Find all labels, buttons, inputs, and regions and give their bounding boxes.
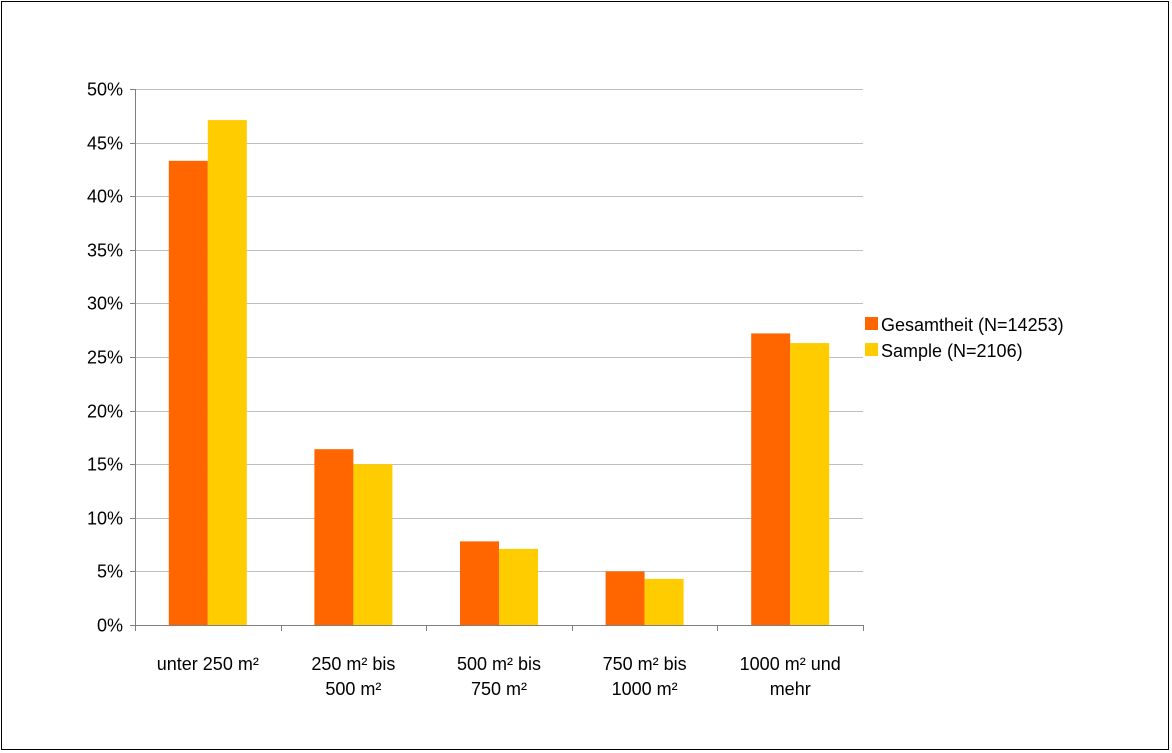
y-tick-label: 20% bbox=[87, 402, 123, 422]
y-tick-label: 10% bbox=[87, 509, 123, 529]
y-tick-label: 35% bbox=[87, 241, 123, 261]
legend-label-0: Gesamtheit (N=14253) bbox=[881, 315, 1064, 335]
axis-labels: 0% 5% 10% 15% 20% 25% 30% 35% 40% 45% 50% unter 250… bbox=[87, 80, 841, 700]
x-category-label: 250 m² bis bbox=[311, 654, 395, 674]
legend-swatch-1 bbox=[865, 343, 878, 356]
y-tick-label: 5% bbox=[97, 562, 123, 582]
x-category-label: 1000 m² bbox=[612, 679, 678, 699]
bars bbox=[168, 120, 830, 625]
legend-swatch-0 bbox=[865, 317, 878, 330]
bar-gesamtheit-0 bbox=[168, 160, 208, 625]
bar-gesamtheit-1 bbox=[314, 449, 354, 625]
gridlines bbox=[135, 89, 863, 572]
bar-sample-0 bbox=[207, 120, 247, 625]
axes bbox=[130, 89, 864, 631]
legend-label-1: Sample (N=2106) bbox=[881, 341, 1023, 361]
x-category-label: mehr bbox=[770, 679, 811, 699]
bar-sample-1 bbox=[353, 464, 393, 625]
legend: Gesamtheit (N=14253) Sample (N=2106) bbox=[865, 315, 1064, 361]
y-tick-label: 40% bbox=[87, 187, 123, 207]
y-tick-label: 50% bbox=[87, 80, 123, 100]
bar-sample-2 bbox=[499, 548, 538, 625]
x-category-label: 750 m² bbox=[471, 679, 527, 699]
x-category-label: 500 m² bbox=[325, 679, 381, 699]
bar-gesamtheit-2 bbox=[460, 541, 499, 625]
bar-gesamtheit-3 bbox=[605, 571, 645, 625]
bar-sample-4 bbox=[790, 343, 830, 625]
y-tick-label: 30% bbox=[87, 294, 123, 314]
x-category-label: 750 m² bis bbox=[603, 654, 687, 674]
y-tick-label: 45% bbox=[87, 134, 123, 154]
x-category-label: 500 m² bis bbox=[457, 654, 541, 674]
y-tick-label: 15% bbox=[87, 455, 123, 475]
y-tick-label: 25% bbox=[87, 348, 123, 368]
y-tick-label: 0% bbox=[97, 616, 123, 636]
x-category-label: unter 250 m² bbox=[157, 654, 259, 674]
x-category-label: 1000 m² und bbox=[740, 654, 841, 674]
bar-sample-3 bbox=[644, 578, 684, 625]
bar-gesamtheit-4 bbox=[751, 333, 791, 625]
